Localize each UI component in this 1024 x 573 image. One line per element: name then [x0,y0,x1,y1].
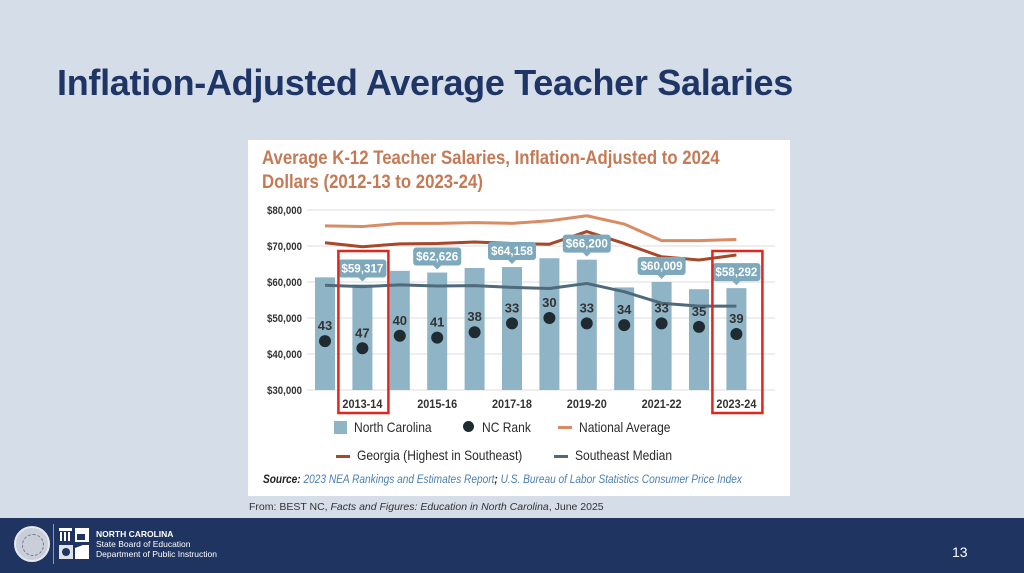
slide-title: Inflation-Adjusted Average Teacher Salar… [57,62,793,103]
org-line-2: State Board of Education [96,539,191,549]
citation-prefix: From: BEST NC, [249,501,331,513]
citation: From: BEST NC, Facts and Figures: Educat… [249,501,604,513]
nc-rank-dot [580,317,593,330]
nc-rank-dot [655,317,668,330]
nc-rank-label: 34 [617,302,632,317]
nc-rank-dot [393,329,406,342]
x-tick-label: 2013-14 [342,399,383,411]
highlight-box [711,249,764,415]
legend-swatch-southeast-median [554,455,568,458]
salary-bubble-pointer [433,265,442,270]
y-tick-label: $40,000 [267,350,302,362]
legend-swatch-nc-rank [463,421,474,432]
footer-bar: NORTH CAROLINA State Board of Education … [0,518,1024,573]
y-tick-label: $50,000 [267,314,302,326]
legend-label-national-average: National Average [579,419,671,435]
nc-rank-dot [693,320,705,333]
citation-suffix: , June 2025 [548,501,604,513]
nc-rank-label: 30 [542,295,556,310]
legend-label-southeast-median: Southeast Median [575,447,673,463]
x-tick-label: 2017-18 [492,399,533,411]
nc-rank-dot [431,331,444,344]
salary-data-label: $60,009 [641,261,683,273]
nc-rank-label: 47 [355,325,369,340]
footer-divider [53,524,54,564]
x-tick-label: 2019-20 [567,399,607,411]
nc-rank-label: 41 [430,315,444,330]
nc-rank-dot [543,312,556,324]
y-tick-label: $60,000 [267,278,302,290]
nc-rank-dot [618,319,631,332]
nc-rank-dot [319,335,331,348]
bar-north-carolina [427,272,448,390]
salary-bubble-pointer [358,277,367,282]
nc-rank-label: 33 [654,300,668,315]
org-line-3: Department of Public Instruction [96,549,217,559]
bar-north-carolina [614,287,635,390]
y-tick-label: $80,000 [267,206,302,218]
salary-data-label: $66,200 [566,239,608,251]
x-tick-label: 2021-22 [642,399,682,411]
org-name: NORTH CAROLINA State Board of Education … [96,529,217,559]
salary-bubble-pointer [732,281,741,286]
x-tick-label: 2023-24 [716,399,757,411]
legend-swatch-georgia [336,455,350,458]
legend-label-nc-rank: NC Rank [482,419,531,435]
nc-rank-dot [506,317,518,330]
legend-swatch-national-average [558,426,572,429]
salary-bubble [413,247,462,266]
salary-bubble-pointer [582,252,591,257]
highlight-box [337,249,390,415]
nc-rank-label: 40 [393,313,407,328]
salary-data-label: $58,292 [715,267,757,279]
bar-north-carolina [689,289,709,390]
nc-seal-icon [14,526,50,562]
source-separator: ; [494,474,498,486]
nc-rank-label: 33 [505,300,519,315]
line-southeast-median [324,281,737,308]
salary-bubble [637,256,686,275]
citation-title: Facts and Figures: Education in North Ca… [330,501,549,513]
legend-label-north-carolina: North Carolina [354,419,432,435]
salary-bubble-pointer [657,274,666,279]
salary-bubble [488,242,536,261]
bar-north-carolina [539,258,560,390]
nc-rank-dot [730,328,743,341]
salary-data-label: $59,317 [341,263,383,275]
salary-data-label: $64,158 [491,246,534,258]
legend-swatch-north-carolina [334,421,347,434]
y-tick-label: $30,000 [267,386,302,398]
y-tick-label: $70,000 [267,242,302,254]
salary-bubble [338,259,387,278]
bar-north-carolina [352,284,373,390]
bar-north-carolina [651,281,672,390]
salary-bubble-pointer [508,260,516,265]
org-line-1: NORTH CAROLINA [96,529,174,539]
nc-rank-label: 33 [580,300,594,315]
source-bls-link[interactable]: U.S. Bureau of Labor Statistics Consumer… [497,474,742,486]
chart-source: Source: 2023 NEA Rankings and Estimates … [263,474,742,486]
nc-rank-label: 43 [318,318,332,333]
line-national-average [324,214,737,243]
chart-title: Average K-12 Teacher Salaries, Inflation… [262,147,720,193]
nc-rank-label: 39 [729,311,743,326]
bar-north-carolina [315,277,335,390]
nc-rank-dot [468,326,481,339]
nc-rank-dot [356,342,369,355]
nc-rank-label: 38 [467,309,481,324]
nc-rank-label: 35 [692,304,706,319]
salary-data-label: $62,626 [416,252,458,264]
salary-bubble [562,234,611,253]
legend-label-georgia: Georgia (Highest in Southeast) [357,447,523,463]
page-number: 13 [952,544,968,560]
source-label: Source: [263,474,301,486]
dpi-logo-icon [59,528,89,559]
salary-bubble [712,263,761,282]
x-tick-label: 2015-16 [417,399,457,411]
source-nea-link[interactable]: 2023 NEA Rankings and Estimates Report [303,474,495,486]
